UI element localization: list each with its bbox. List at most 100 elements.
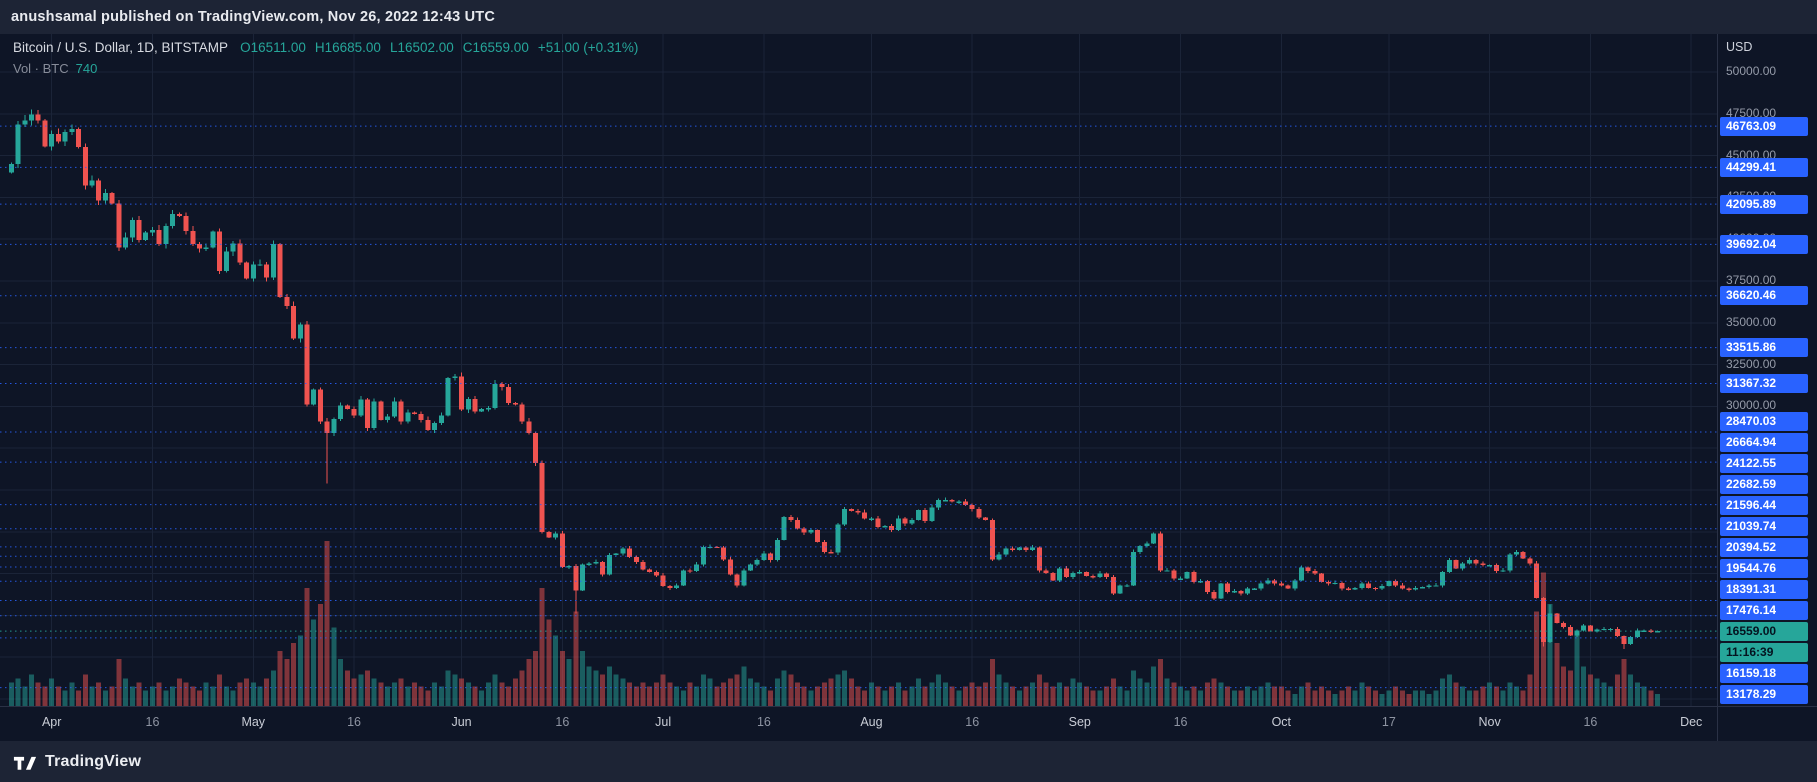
candle-body <box>963 501 969 506</box>
volume-bar <box>1608 686 1614 706</box>
volume-bar <box>1507 682 1513 706</box>
volume-bar <box>499 682 505 706</box>
volume-bar <box>774 678 780 706</box>
symbol-title[interactable]: Bitcoin / U.S. Dollar, 1D, BITSTAMP <box>13 40 229 55</box>
volume-bar <box>1379 694 1385 706</box>
candle-body <box>801 528 807 533</box>
candle-body <box>29 114 35 121</box>
time-axis[interactable]: Apr 16 May 16 Jun 16 Jul 16 Aug 16 Sep 16 Oct 17 Nov 16… <box>0 706 1817 741</box>
alert-price-badge: 46763.09 <box>1720 116 1808 136</box>
volume-bar <box>438 686 444 706</box>
volume-bar <box>949 686 955 706</box>
candle-body <box>600 561 606 575</box>
candle-body <box>465 398 471 410</box>
candle-body <box>976 509 982 518</box>
candle-body <box>89 180 95 186</box>
chart-area[interactable]: Bitcoin / U.S. Dollar, 1D, BITSTAMP O165… <box>0 34 1717 706</box>
volume-bar <box>55 686 61 706</box>
volume-bar <box>317 603 323 706</box>
volume-bar <box>1157 658 1163 706</box>
publish-info-bar: anushsamal published on TradingView.com,… <box>0 0 1817 34</box>
candle-body <box>1534 563 1540 598</box>
publish-info-text[interactable]: anushsamal published on TradingView.com,… <box>11 9 495 25</box>
volume-bar <box>311 619 317 706</box>
candle-body <box>405 412 411 422</box>
candle-body <box>1641 630 1647 632</box>
tradingview-brand-text[interactable]: TradingView <box>45 752 142 770</box>
candle-body <box>842 509 848 525</box>
volume-bar <box>606 666 612 706</box>
volume-bar <box>1077 682 1083 706</box>
candle-body <box>586 563 592 565</box>
volume-bar <box>1272 686 1278 706</box>
volume-bar <box>264 678 270 706</box>
candle-body <box>1574 630 1580 636</box>
volume-bar <box>1312 690 1318 706</box>
candle-body <box>1460 563 1466 569</box>
volume-bar <box>1547 603 1553 706</box>
volume-bar <box>680 690 686 706</box>
candle-body <box>1473 560 1479 564</box>
price-tick-label: 47500.00 <box>1726 105 1777 120</box>
volume-bar <box>1083 686 1089 706</box>
candle-body <box>237 243 243 263</box>
time-axis-label: 16 <box>145 715 160 729</box>
tradingview-logo-icon[interactable] <box>13 753 37 770</box>
volume-bar <box>351 678 357 706</box>
candle-body <box>915 510 921 521</box>
volume-bar <box>1460 686 1466 706</box>
volume-bar <box>364 670 370 706</box>
candle-body <box>828 551 834 554</box>
candle-body <box>1480 563 1486 566</box>
chart-canvas[interactable] <box>0 34 1717 706</box>
volume-bar <box>667 682 673 706</box>
candle-body <box>956 501 962 504</box>
alert-price-badge: 16159.18 <box>1720 663 1808 683</box>
candle-body <box>1466 560 1472 564</box>
volume-bar <box>1453 682 1459 706</box>
volume-bar <box>42 686 48 706</box>
volume-bar <box>1520 690 1526 706</box>
candle-body <box>304 324 310 405</box>
candle-body <box>1124 585 1130 587</box>
candle-body <box>680 570 686 586</box>
candle-body <box>116 203 122 248</box>
candle-body <box>1010 548 1016 551</box>
candle-body <box>123 237 129 248</box>
volume-bar <box>102 690 108 706</box>
candle-body <box>452 376 458 378</box>
volume-bar <box>129 686 135 706</box>
candle-body <box>969 505 975 510</box>
candle-body <box>700 546 706 565</box>
volume-bar <box>338 658 344 706</box>
volume-bar <box>902 690 908 706</box>
candle-body <box>1413 587 1419 590</box>
volume-bar <box>1265 682 1271 706</box>
candle-body <box>1030 547 1036 551</box>
volume-bar <box>217 674 223 706</box>
candle-body <box>358 399 364 416</box>
candle-body <box>1406 588 1412 591</box>
legend-symbol-row: Bitcoin / U.S. Dollar, 1D, BITSTAMP O165… <box>13 37 647 58</box>
volume-bar <box>989 658 995 706</box>
price-axis[interactable]: USD 50000.0047500.0045000.0042500.004000… <box>1717 34 1817 741</box>
countdown-badge: 11:16:39 <box>1720 642 1808 662</box>
candle-body <box>1493 565 1499 572</box>
candle-body <box>512 403 518 405</box>
candle-body <box>1144 543 1150 547</box>
candle-body <box>1278 583 1284 586</box>
candle-body <box>1346 588 1352 591</box>
volume-bar <box>358 674 364 706</box>
volume-bar <box>1164 678 1170 706</box>
candle-body <box>1601 628 1607 631</box>
volume-bar <box>1601 682 1607 706</box>
volume-bar <box>344 670 350 706</box>
candle-body <box>371 401 377 429</box>
volume-bar <box>546 619 552 706</box>
candle-body <box>479 408 485 412</box>
volume-bar <box>506 686 512 706</box>
candle-body <box>1258 583 1264 589</box>
volume-bar <box>297 635 303 706</box>
volume-bar <box>69 682 75 706</box>
volume-bar <box>1137 678 1143 706</box>
